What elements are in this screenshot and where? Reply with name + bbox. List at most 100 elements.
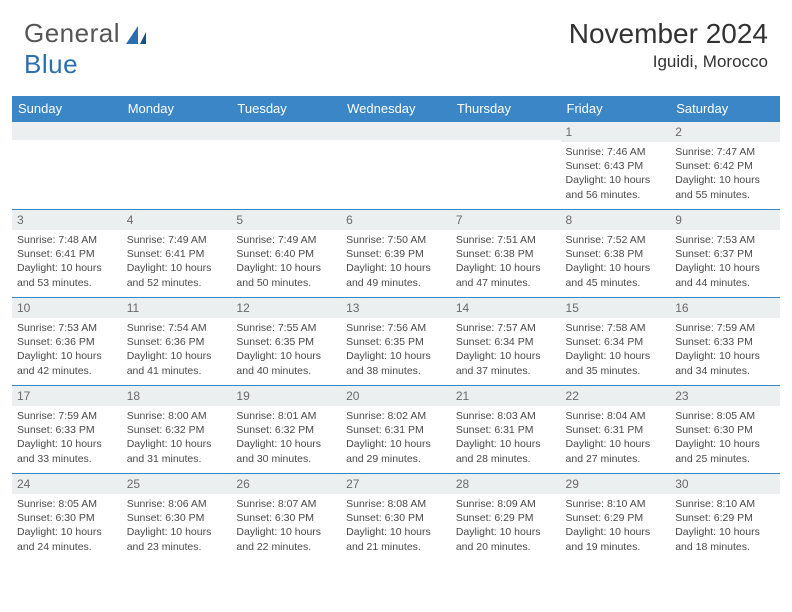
sunrise-text: Sunrise: 7:50 AM <box>346 233 446 247</box>
daylight-text: Daylight: 10 hours and 52 minutes. <box>127 261 227 289</box>
sunrise-text: Sunrise: 7:59 AM <box>675 321 775 335</box>
day-body: Sunrise: 7:52 AMSunset: 6:38 PMDaylight:… <box>561 230 671 294</box>
day-body: Sunrise: 8:09 AMSunset: 6:29 PMDaylight:… <box>451 494 561 558</box>
daylight-text: Daylight: 10 hours and 45 minutes. <box>566 261 666 289</box>
day-number <box>122 122 232 140</box>
day-body: Sunrise: 7:57 AMSunset: 6:34 PMDaylight:… <box>451 318 561 382</box>
day-body: Sunrise: 8:02 AMSunset: 6:31 PMDaylight:… <box>341 406 451 470</box>
sunset-text: Sunset: 6:33 PM <box>17 423 117 437</box>
sunset-text: Sunset: 6:30 PM <box>127 511 227 525</box>
day-header: Monday <box>122 96 232 122</box>
day-body: Sunrise: 8:00 AMSunset: 6:32 PMDaylight:… <box>122 406 232 470</box>
sunset-text: Sunset: 6:37 PM <box>675 247 775 261</box>
daylight-text: Daylight: 10 hours and 47 minutes. <box>456 261 556 289</box>
sunset-text: Sunset: 6:31 PM <box>456 423 556 437</box>
calendar-cell: 18Sunrise: 8:00 AMSunset: 6:32 PMDayligh… <box>122 386 232 474</box>
sunset-text: Sunset: 6:40 PM <box>236 247 336 261</box>
daylight-text: Daylight: 10 hours and 20 minutes. <box>456 525 556 553</box>
day-number: 30 <box>670 474 780 494</box>
day-number: 10 <box>12 298 122 318</box>
daylight-text: Daylight: 10 hours and 49 minutes. <box>346 261 446 289</box>
day-number: 5 <box>231 210 341 230</box>
daylight-text: Daylight: 10 hours and 24 minutes. <box>17 525 117 553</box>
day-number: 24 <box>12 474 122 494</box>
calendar-cell: 4Sunrise: 7:49 AMSunset: 6:41 PMDaylight… <box>122 210 232 298</box>
sunset-text: Sunset: 6:38 PM <box>566 247 666 261</box>
daylight-text: Daylight: 10 hours and 55 minutes. <box>675 173 775 201</box>
sunrise-text: Sunrise: 8:07 AM <box>236 497 336 511</box>
month-title: November 2024 <box>569 18 768 50</box>
sunrise-text: Sunrise: 8:09 AM <box>456 497 556 511</box>
day-header: Wednesday <box>341 96 451 122</box>
day-body: Sunrise: 7:56 AMSunset: 6:35 PMDaylight:… <box>341 318 451 382</box>
day-number <box>451 122 561 140</box>
daylight-text: Daylight: 10 hours and 22 minutes. <box>236 525 336 553</box>
day-body: Sunrise: 8:06 AMSunset: 6:30 PMDaylight:… <box>122 494 232 558</box>
sunrise-text: Sunrise: 8:06 AM <box>127 497 227 511</box>
day-number: 21 <box>451 386 561 406</box>
calendar-cell: 6Sunrise: 7:50 AMSunset: 6:39 PMDaylight… <box>341 210 451 298</box>
sunrise-text: Sunrise: 7:51 AM <box>456 233 556 247</box>
day-header: Friday <box>561 96 671 122</box>
day-number: 28 <box>451 474 561 494</box>
day-number: 12 <box>231 298 341 318</box>
day-body: Sunrise: 7:55 AMSunset: 6:35 PMDaylight:… <box>231 318 341 382</box>
day-number: 11 <box>122 298 232 318</box>
sunrise-text: Sunrise: 8:00 AM <box>127 409 227 423</box>
day-body: Sunrise: 8:05 AMSunset: 6:30 PMDaylight:… <box>12 494 122 558</box>
daylight-text: Daylight: 10 hours and 50 minutes. <box>236 261 336 289</box>
day-body: Sunrise: 7:58 AMSunset: 6:34 PMDaylight:… <box>561 318 671 382</box>
location: Iguidi, Morocco <box>569 52 768 72</box>
day-header: Tuesday <box>231 96 341 122</box>
daylight-text: Daylight: 10 hours and 35 minutes. <box>566 349 666 377</box>
day-number: 17 <box>12 386 122 406</box>
calendar-week: 3Sunrise: 7:48 AMSunset: 6:41 PMDaylight… <box>12 210 780 298</box>
day-number: 16 <box>670 298 780 318</box>
sunset-text: Sunset: 6:36 PM <box>17 335 117 349</box>
day-number: 29 <box>561 474 671 494</box>
calendar-cell: 28Sunrise: 8:09 AMSunset: 6:29 PMDayligh… <box>451 474 561 562</box>
sunset-text: Sunset: 6:32 PM <box>127 423 227 437</box>
daylight-text: Daylight: 10 hours and 42 minutes. <box>17 349 117 377</box>
day-number: 15 <box>561 298 671 318</box>
sail-icon <box>124 24 152 51</box>
day-number: 14 <box>451 298 561 318</box>
daylight-text: Daylight: 10 hours and 40 minutes. <box>236 349 336 377</box>
calendar-week: 10Sunrise: 7:53 AMSunset: 6:36 PMDayligh… <box>12 298 780 386</box>
day-body: Sunrise: 7:46 AMSunset: 6:43 PMDaylight:… <box>561 142 671 206</box>
sunset-text: Sunset: 6:29 PM <box>566 511 666 525</box>
sunset-text: Sunset: 6:42 PM <box>675 159 775 173</box>
day-body: Sunrise: 7:49 AMSunset: 6:40 PMDaylight:… <box>231 230 341 294</box>
sunrise-text: Sunrise: 8:03 AM <box>456 409 556 423</box>
sunset-text: Sunset: 6:30 PM <box>17 511 117 525</box>
sunrise-text: Sunrise: 8:01 AM <box>236 409 336 423</box>
daylight-text: Daylight: 10 hours and 23 minutes. <box>127 525 227 553</box>
day-number: 7 <box>451 210 561 230</box>
calendar-cell: 21Sunrise: 8:03 AMSunset: 6:31 PMDayligh… <box>451 386 561 474</box>
logo-text: General Blue <box>24 18 120 80</box>
day-number: 2 <box>670 122 780 142</box>
sunrise-text: Sunrise: 8:05 AM <box>675 409 775 423</box>
day-header: Thursday <box>451 96 561 122</box>
calendar-cell <box>231 122 341 210</box>
day-number: 19 <box>231 386 341 406</box>
day-number: 26 <box>231 474 341 494</box>
logo-text-blue: Blue <box>24 49 78 79</box>
calendar-cell: 30Sunrise: 8:10 AMSunset: 6:29 PMDayligh… <box>670 474 780 562</box>
calendar-cell: 3Sunrise: 7:48 AMSunset: 6:41 PMDaylight… <box>12 210 122 298</box>
sunrise-text: Sunrise: 8:08 AM <box>346 497 446 511</box>
calendar-cell: 23Sunrise: 8:05 AMSunset: 6:30 PMDayligh… <box>670 386 780 474</box>
calendar-cell: 15Sunrise: 7:58 AMSunset: 6:34 PMDayligh… <box>561 298 671 386</box>
sunrise-text: Sunrise: 7:55 AM <box>236 321 336 335</box>
day-body: Sunrise: 8:08 AMSunset: 6:30 PMDaylight:… <box>341 494 451 558</box>
sunset-text: Sunset: 6:29 PM <box>456 511 556 525</box>
calendar-cell: 14Sunrise: 7:57 AMSunset: 6:34 PMDayligh… <box>451 298 561 386</box>
day-header: Saturday <box>670 96 780 122</box>
calendar-cell <box>122 122 232 210</box>
sunset-text: Sunset: 6:34 PM <box>566 335 666 349</box>
sunrise-text: Sunrise: 8:04 AM <box>566 409 666 423</box>
sunset-text: Sunset: 6:32 PM <box>236 423 336 437</box>
calendar-cell: 10Sunrise: 7:53 AMSunset: 6:36 PMDayligh… <box>12 298 122 386</box>
sunrise-text: Sunrise: 7:48 AM <box>17 233 117 247</box>
sunset-text: Sunset: 6:31 PM <box>346 423 446 437</box>
